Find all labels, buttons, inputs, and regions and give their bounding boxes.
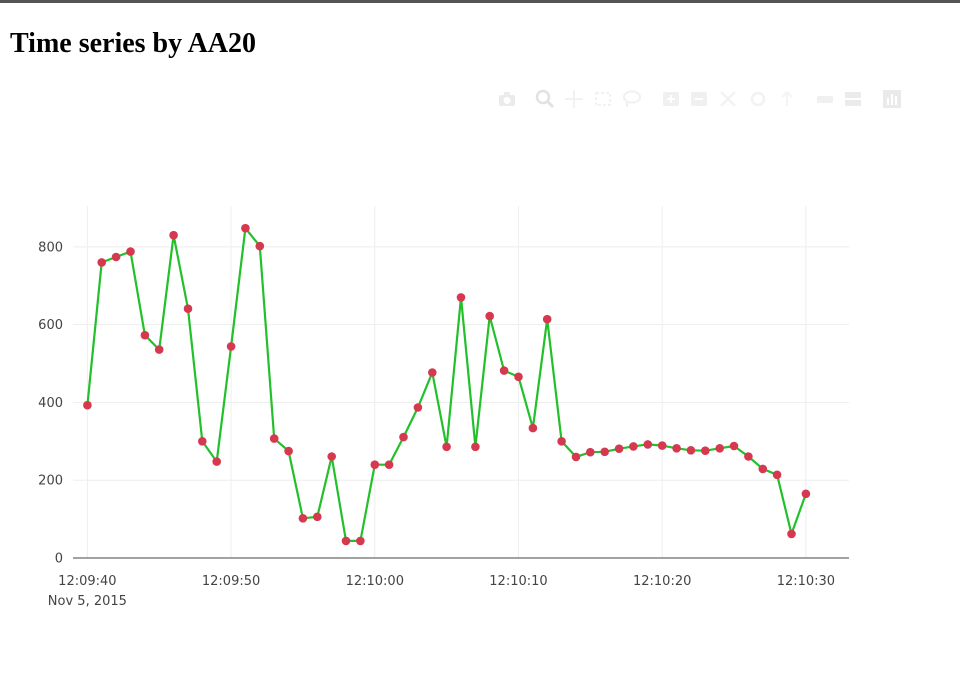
data-point[interactable]: 12:10:07: 286 bbox=[471, 442, 480, 452]
hover-closest-icon[interactable] bbox=[814, 88, 836, 110]
page-title: Time series by AA20 bbox=[10, 28, 257, 59]
y-tick-label: 200 bbox=[38, 474, 63, 489]
zoom-in-icon[interactable] bbox=[660, 88, 682, 110]
data-point[interactable]: 12:10:11: 334 bbox=[528, 423, 538, 433]
data-point[interactable]: 12:10:14: 260 bbox=[571, 452, 581, 462]
axes: 12:09:40 Nov 5, 2015 12:09:50 12:10:00 12:10… bbox=[38, 240, 849, 609]
data-point[interactable]: 12:09:46: 830 bbox=[169, 230, 178, 240]
data-point[interactable]: 12:10:13: 300 bbox=[557, 437, 566, 446]
camera-icon[interactable] bbox=[496, 88, 518, 110]
data-point[interactable]: 12:10:05: 286 bbox=[442, 442, 451, 452]
autoscale-icon[interactable] bbox=[717, 88, 739, 110]
zoom-icon[interactable] bbox=[534, 88, 556, 110]
data-point[interactable]: 12:09:48: 300 bbox=[198, 437, 207, 446]
modebar bbox=[496, 88, 916, 112]
data-point[interactable]: 12:10:25: 288 bbox=[729, 441, 739, 451]
data-point[interactable]: 12:09:54: 275 bbox=[284, 446, 293, 456]
data-point[interactable]: 12:09:58: 44 bbox=[341, 536, 351, 546]
zoom-out-icon[interactable] bbox=[688, 88, 710, 110]
data-point[interactable]: 12:10:04: 477 bbox=[428, 368, 437, 377]
data-point[interactable]: 12:09:59: 44 bbox=[356, 536, 365, 546]
data-point[interactable]: 12:10:23: 276 bbox=[701, 446, 710, 456]
hover-compare-icon[interactable] bbox=[842, 88, 864, 110]
data-point[interactable]: 12:10:18: 287 bbox=[629, 442, 638, 451]
data-point[interactable]: 12:09:40: 393 bbox=[83, 400, 92, 410]
data-point[interactable]: 12:10:02: 311 bbox=[399, 432, 408, 442]
data-point[interactable]: 12:10:06: 670 bbox=[456, 293, 466, 302]
data-point[interactable]: 12:09:53: 307 bbox=[269, 434, 279, 443]
lasso-select-icon[interactable] bbox=[621, 88, 643, 110]
grid-lines bbox=[73, 206, 849, 558]
data-point[interactable]: 12:10:10: 466 bbox=[514, 372, 523, 382]
top-rule bbox=[0, 0, 960, 3]
data-point[interactable]: 12:10:03: 387 bbox=[413, 403, 423, 412]
data-point[interactable]: 12:09:57: 261 bbox=[327, 452, 337, 461]
x-tick-label: 12:10:10 bbox=[489, 574, 547, 589]
data-point[interactable]: 12:10:15: 272 bbox=[586, 447, 595, 457]
x-tick-label: 12:09:40 bbox=[58, 574, 116, 589]
x-tick-label: 12:10:30 bbox=[777, 574, 835, 589]
x-tick-sublabel: Nov 5, 2015 bbox=[48, 594, 127, 609]
data-point[interactable]: 12:09:44: 573 bbox=[140, 330, 150, 340]
data-point[interactable]: 12:10:16: 273 bbox=[600, 447, 609, 457]
x-tick-label: 12:10:20 bbox=[633, 574, 691, 589]
y-tick-label: 600 bbox=[38, 318, 63, 333]
data-point[interactable]: 12:10:08: 622 bbox=[485, 311, 495, 321]
data-point[interactable]: 12:09:52: 802 bbox=[255, 241, 265, 251]
spike-lines-icon[interactable] bbox=[776, 88, 798, 110]
data-point[interactable]: 12:09:50: 544 bbox=[226, 342, 236, 351]
x-tick-label: 12:09:50 bbox=[202, 574, 260, 589]
plotly-logo-icon[interactable] bbox=[881, 88, 903, 110]
data-point[interactable]: 12:10:24: 282 bbox=[715, 444, 724, 453]
data-point[interactable]: 12:09:42: 774 bbox=[111, 252, 121, 262]
data-point[interactable]: 12:10:12: 614 bbox=[542, 314, 552, 324]
data-point[interactable]: 12:10:00: 240 bbox=[370, 460, 380, 470]
data-point[interactable]: 12:09:49: 248 bbox=[212, 457, 221, 466]
y-tick-label: 800 bbox=[38, 240, 63, 255]
data-point[interactable]: 12:10:19: 292 bbox=[643, 440, 653, 449]
data-point[interactable]: 12:09:47: 641 bbox=[183, 304, 193, 314]
data-point[interactable]: 12:10:20: 289 bbox=[657, 441, 667, 450]
reset-axes-icon[interactable] bbox=[747, 88, 769, 110]
data-point[interactable]: 12:10:17: 281 bbox=[614, 444, 624, 454]
y-tick-label: 400 bbox=[38, 396, 63, 411]
data-point[interactable]: 12:10:21: 282 bbox=[672, 444, 681, 453]
data-point[interactable]: 12:10:01: 240 bbox=[384, 460, 394, 470]
data-point[interactable]: 12:10:29: 62 bbox=[787, 529, 796, 539]
y-tick-label: 0 bbox=[55, 552, 63, 567]
data-point[interactable]: 12:09:41: 760 bbox=[97, 258, 106, 267]
x-tick-label: 12:10:00 bbox=[346, 574, 404, 589]
pan-icon[interactable] bbox=[563, 88, 585, 110]
data-point[interactable]: 12:09:43: 788 bbox=[126, 247, 135, 256]
data-point[interactable]: 12:10:27: 229 bbox=[758, 464, 768, 474]
series-aa20[interactable]: 12:09:40: 393 12:09:41: 760 12:09:42: 774 1… bbox=[83, 223, 811, 546]
data-point[interactable]: 12:10:26: 261 bbox=[744, 452, 753, 461]
data-point[interactable]: 12:09:45: 536 bbox=[154, 345, 164, 354]
series-line bbox=[86, 227, 807, 543]
data-point[interactable]: 12:10:22: 277 bbox=[686, 446, 696, 455]
data-point[interactable]: 12:10:09: 482 bbox=[499, 366, 509, 375]
data-point[interactable]: 12:10:28: 214 bbox=[772, 470, 782, 480]
data-point[interactable]: 12:09:56: 106 bbox=[313, 512, 322, 522]
data-point[interactable]: 12:09:51: 848 bbox=[241, 223, 250, 233]
data-point[interactable]: 12:10:30: 165 bbox=[801, 489, 811, 499]
box-select-icon[interactable] bbox=[592, 88, 614, 110]
data-point[interactable]: 12:09:55: 102 bbox=[298, 514, 308, 523]
